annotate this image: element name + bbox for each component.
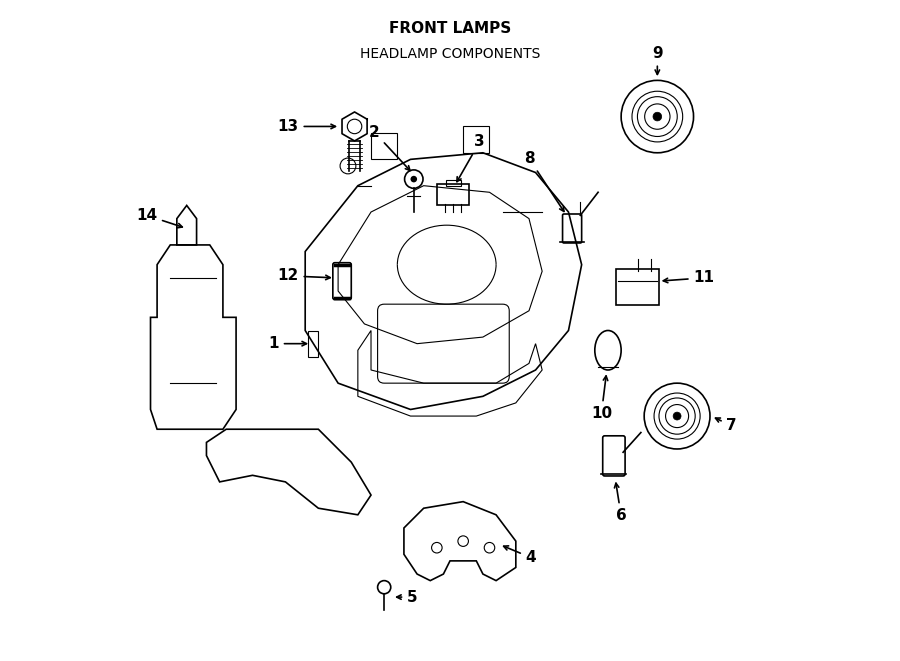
Text: 1: 1 (268, 336, 307, 351)
Circle shape (673, 412, 681, 420)
Text: 12: 12 (277, 268, 330, 284)
Text: 4: 4 (504, 546, 536, 565)
Circle shape (653, 112, 662, 121)
Text: 2: 2 (369, 125, 410, 171)
Text: 7: 7 (716, 418, 737, 434)
Text: HEADLAMP COMPONENTS: HEADLAMP COMPONENTS (360, 48, 540, 61)
Text: 10: 10 (590, 376, 612, 421)
Text: 11: 11 (663, 270, 715, 286)
Circle shape (410, 176, 417, 182)
Text: FRONT LAMPS: FRONT LAMPS (389, 21, 511, 36)
Text: 5: 5 (397, 590, 418, 605)
Text: 3: 3 (457, 134, 485, 182)
Text: 14: 14 (136, 208, 183, 228)
Text: 13: 13 (277, 119, 336, 134)
Text: 9: 9 (652, 46, 662, 75)
Text: 8: 8 (524, 151, 564, 212)
Text: 6: 6 (615, 483, 626, 524)
